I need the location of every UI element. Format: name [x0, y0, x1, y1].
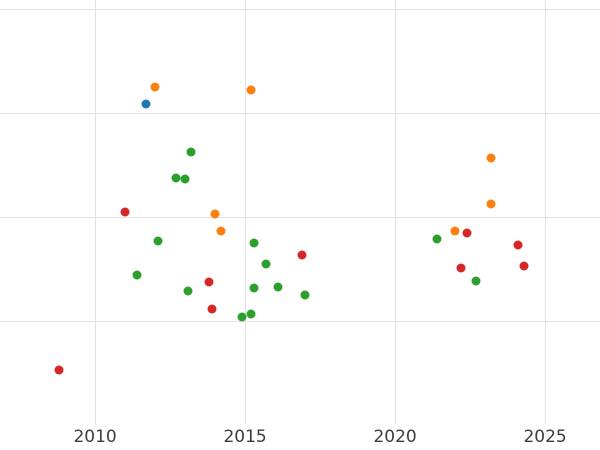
data-point-green	[237, 312, 247, 322]
data-point-red	[54, 365, 64, 375]
gridline-vertical	[244, 0, 246, 424]
data-point-green	[183, 286, 193, 296]
data-point-green	[273, 282, 283, 292]
data-point-orange	[486, 153, 496, 163]
data-point-red	[297, 250, 307, 260]
data-point-orange	[216, 226, 226, 236]
data-point-orange	[486, 199, 496, 209]
data-point-green	[249, 283, 259, 293]
data-point-green	[249, 238, 259, 248]
gridline-vertical	[544, 0, 546, 424]
data-point-red	[513, 240, 523, 250]
gridline-horizontal	[0, 8, 600, 10]
data-point-green	[171, 173, 181, 183]
gridline-horizontal	[0, 112, 600, 114]
gridline-horizontal	[0, 320, 600, 322]
data-point-red	[207, 304, 217, 314]
data-point-green	[180, 174, 190, 184]
data-point-green	[132, 270, 142, 280]
data-point-orange	[150, 82, 160, 92]
x-tick-label: 2010	[73, 427, 117, 447]
data-point-green	[471, 276, 481, 286]
data-point-green	[300, 290, 310, 300]
gridline-vertical	[94, 0, 96, 424]
data-point-green	[246, 309, 256, 319]
x-tick-label: 2020	[373, 427, 417, 447]
data-point-green	[186, 147, 196, 157]
data-point-red	[462, 228, 472, 238]
data-point-red	[120, 207, 130, 217]
data-point-blue	[141, 99, 151, 109]
data-point-green	[432, 234, 442, 244]
x-tick-label: 2015	[223, 427, 267, 447]
gridline-horizontal	[0, 216, 600, 218]
data-point-red	[519, 261, 529, 271]
data-point-green	[261, 259, 271, 269]
data-point-orange	[450, 226, 460, 236]
gridline-vertical	[394, 0, 396, 424]
data-point-red	[204, 277, 214, 287]
data-point-green	[153, 236, 163, 246]
data-point-orange	[246, 85, 256, 95]
data-point-red	[456, 263, 466, 273]
x-tick-label: 2025	[523, 427, 567, 447]
data-point-orange	[210, 209, 220, 219]
